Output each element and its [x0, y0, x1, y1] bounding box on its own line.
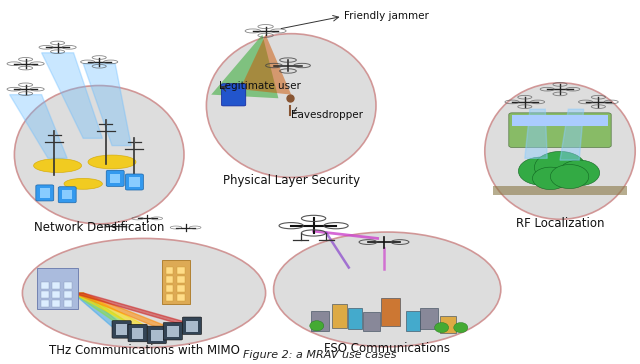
Ellipse shape [206, 34, 376, 177]
Bar [381, 298, 400, 326]
Bar [41, 300, 49, 307]
Bar [52, 291, 60, 298]
Bar [332, 304, 347, 328]
Text: Legitimate user: Legitimate user [219, 80, 301, 91]
Bar [440, 316, 456, 333]
Text: RF Localization: RF Localization [516, 217, 604, 230]
Text: Network Densification: Network Densification [34, 221, 164, 234]
Ellipse shape [33, 159, 82, 173]
FancyBboxPatch shape [163, 323, 182, 340]
Polygon shape [73, 293, 144, 333]
Bar [186, 321, 198, 332]
Bar [177, 285, 185, 292]
FancyBboxPatch shape [147, 326, 166, 344]
Bar [406, 311, 420, 331]
Bar [177, 267, 185, 274]
Ellipse shape [534, 151, 586, 183]
FancyBboxPatch shape [58, 187, 76, 203]
Bar [420, 308, 438, 329]
Bar [64, 282, 72, 289]
Text: Physical Layer Security: Physical Layer Security [223, 174, 360, 187]
Bar [166, 285, 173, 292]
Bar [62, 190, 72, 199]
Bar [129, 177, 140, 187]
Text: Friendly jammer: Friendly jammer [344, 11, 429, 21]
Text: FSO Communications: FSO Communications [324, 342, 450, 355]
Polygon shape [240, 35, 291, 95]
Polygon shape [83, 64, 131, 146]
Ellipse shape [454, 323, 468, 333]
Bar [166, 294, 173, 301]
Ellipse shape [22, 238, 266, 348]
Bar [363, 312, 380, 331]
FancyBboxPatch shape [36, 185, 54, 201]
Bar [162, 260, 190, 304]
Ellipse shape [310, 321, 324, 331]
Bar [493, 186, 627, 195]
Bar [52, 282, 60, 289]
Polygon shape [73, 293, 198, 326]
Bar [151, 330, 163, 341]
Bar [132, 328, 143, 339]
Text: Eavesdropper: Eavesdropper [291, 110, 364, 120]
Bar [348, 308, 362, 329]
Polygon shape [73, 293, 179, 331]
Bar [177, 294, 185, 301]
Polygon shape [73, 293, 163, 335]
Polygon shape [73, 293, 128, 329]
Ellipse shape [64, 178, 102, 189]
Ellipse shape [550, 165, 589, 189]
Bar [167, 326, 179, 337]
Ellipse shape [485, 83, 636, 219]
Bar [166, 267, 173, 274]
Ellipse shape [88, 155, 136, 169]
FancyBboxPatch shape [112, 321, 131, 338]
Bar [116, 324, 127, 335]
Bar [110, 174, 120, 183]
Bar [311, 311, 329, 331]
FancyBboxPatch shape [128, 324, 147, 342]
Polygon shape [42, 53, 102, 138]
FancyBboxPatch shape [125, 174, 143, 190]
FancyBboxPatch shape [221, 84, 246, 106]
Bar [166, 276, 173, 283]
Bar [41, 282, 49, 289]
Ellipse shape [274, 232, 500, 347]
Polygon shape [525, 109, 547, 158]
Bar [64, 291, 72, 298]
Ellipse shape [518, 157, 563, 185]
Ellipse shape [532, 167, 568, 190]
Bar [64, 300, 72, 307]
Polygon shape [10, 95, 67, 158]
Polygon shape [560, 109, 584, 160]
FancyBboxPatch shape [106, 170, 124, 186]
Bar [37, 268, 78, 309]
Bar [512, 115, 608, 126]
Bar [52, 300, 60, 307]
Text: THz Communications with MIMO: THz Communications with MIMO [49, 344, 239, 357]
FancyBboxPatch shape [182, 317, 202, 335]
Ellipse shape [435, 323, 449, 333]
Bar [177, 276, 185, 283]
Bar [40, 188, 50, 198]
Ellipse shape [14, 86, 184, 224]
Text: Figure 2: a MRAV use cases: Figure 2: a MRAV use cases [243, 350, 397, 360]
FancyBboxPatch shape [509, 113, 611, 147]
Bar [41, 291, 49, 298]
Ellipse shape [559, 160, 600, 186]
Polygon shape [211, 35, 278, 98]
